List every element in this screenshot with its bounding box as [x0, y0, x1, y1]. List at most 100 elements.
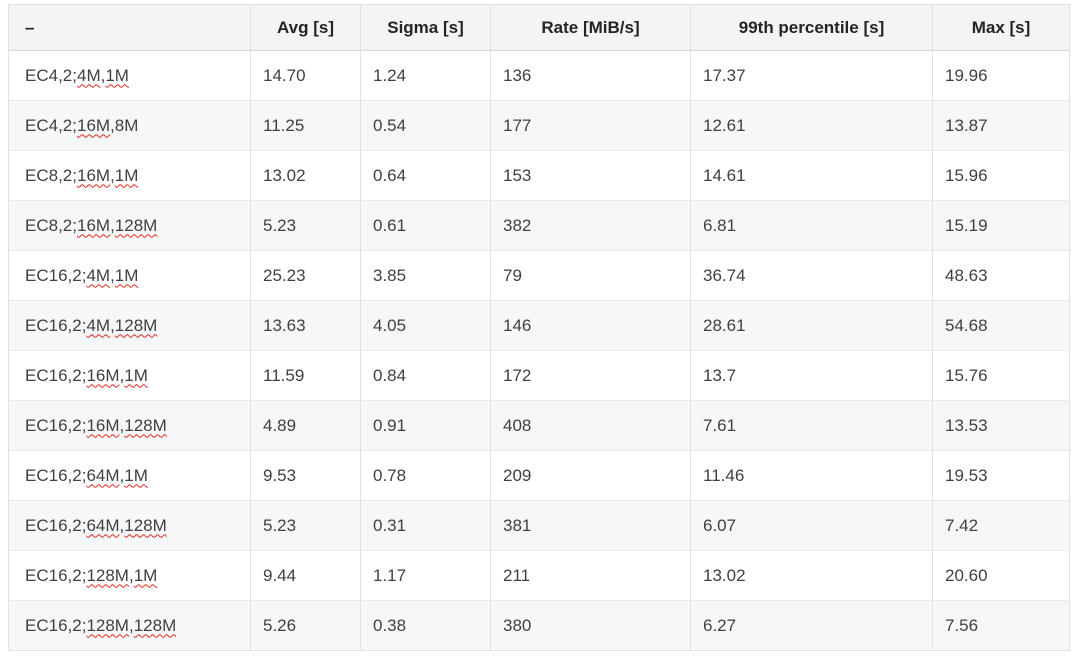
row-label-token: , [128, 615, 134, 635]
value-cell: 7.61 [690, 400, 933, 451]
table-body: EC4,2;4M,1M 14.70 1.24 136 17.37 19.96 EC4,2;1… [8, 50, 1070, 651]
value-cell: 136 [490, 50, 691, 101]
row-label-cell: EC16,2;4M,1M [8, 250, 251, 301]
row-label-cell: EC16,2;4M,128M [8, 300, 251, 351]
row-label-cell: EC4,2;4M,1M [8, 50, 251, 101]
value-cell: 13.53 [932, 400, 1070, 451]
value-cell: 4.89 [250, 400, 361, 451]
table-header-row: – Avg [s] Sigma [s] Rate [MiB/s] 99th pe… [8, 4, 1070, 51]
value-cell: 17.37 [690, 50, 933, 101]
row-label-token-misspelled: 128M [114, 215, 158, 235]
row-label-token-misspelled: 16M [86, 365, 120, 385]
column-header-config: – [8, 4, 251, 51]
value-cell: 0.91 [360, 400, 491, 451]
value-cell: 1.24 [360, 50, 491, 101]
row-label-token-misspelled: 1M [114, 265, 139, 285]
value-cell: 20.60 [932, 550, 1070, 601]
value-cell: 12.61 [690, 100, 933, 151]
value-cell: 25.23 [250, 250, 361, 301]
value-cell: 153 [490, 150, 691, 201]
row-label-token-misspelled: 128M [114, 315, 158, 335]
value-cell: 1.17 [360, 550, 491, 601]
value-cell: 381 [490, 500, 691, 551]
row-label-token-misspelled: 4M [76, 65, 101, 85]
value-cell: 6.81 [690, 200, 933, 251]
row-label-token: EC16,2; [25, 315, 87, 335]
value-cell: 15.76 [932, 350, 1070, 401]
value-cell: 15.19 [932, 200, 1070, 251]
value-cell: 13.63 [250, 300, 361, 351]
row-label-token: EC16,2; [25, 415, 87, 435]
value-cell: 14.61 [690, 150, 933, 201]
row-label-token-misspelled: 128M [133, 615, 177, 635]
row-label-token-misspelled: 1M [124, 465, 148, 485]
value-cell: 14.70 [250, 50, 361, 101]
row-label-token-misspelled: 16M [76, 165, 111, 185]
row-label-token: EC4,2; [25, 115, 77, 135]
value-cell: 13.02 [690, 550, 933, 601]
row-label-token: , [100, 65, 106, 85]
value-cell: 382 [490, 200, 691, 251]
column-header-99th-percentile: 99th percentile [s] [690, 4, 933, 51]
row-label-cell: EC16,2;128M,1M [8, 550, 251, 601]
value-cell: 36.74 [690, 250, 933, 301]
row-label-cell: EC16,2;64M,128M [8, 500, 251, 551]
value-cell: 0.64 [360, 150, 491, 201]
row-label-token-misspelled: 4M [86, 265, 111, 285]
value-cell: 15.96 [932, 150, 1070, 201]
value-cell: 79 [490, 250, 691, 301]
value-cell: 177 [490, 100, 691, 151]
row-label-cell: EC16,2;128M,128M [8, 600, 251, 651]
row-label-token: , [119, 415, 125, 435]
row-label-token: ,8M [110, 115, 139, 135]
column-header-rate: Rate [MiB/s] [490, 4, 691, 51]
table-row: EC16,2;16M,1M 11.59 0.84 172 13.7 15.76 [8, 350, 1070, 401]
value-cell: 4.05 [360, 300, 491, 351]
row-label-cell: EC16,2;16M,1M [8, 350, 251, 401]
row-label-token: , [110, 315, 115, 335]
value-cell: 0.78 [360, 450, 491, 501]
row-label-cell: EC4,2;16M,8M [8, 100, 251, 151]
table-row: EC8,2;16M,128M 5.23 0.61 382 6.81 15.19 [8, 200, 1070, 251]
table-row: EC8,2;16M,1M 13.02 0.64 153 14.61 15.96 [8, 150, 1070, 201]
value-cell: 211 [490, 550, 691, 601]
row-label-token-misspelled: 128M [124, 415, 167, 435]
row-label-token-misspelled: 1M [114, 165, 139, 185]
value-cell: 5.23 [250, 500, 361, 551]
value-cell: 209 [490, 450, 691, 501]
value-cell: 9.44 [250, 550, 361, 601]
row-label-token: , [110, 165, 115, 185]
value-cell: 172 [490, 350, 691, 401]
value-cell: 7.42 [932, 500, 1070, 551]
value-cell: 6.07 [690, 500, 933, 551]
value-cell: 408 [490, 400, 691, 451]
value-cell: 13.87 [932, 100, 1070, 151]
table-row: EC16,2;64M,1M 9.53 0.78 209 11.46 19.53 [8, 450, 1070, 501]
row-label-token-misspelled: 16M [76, 215, 111, 235]
value-cell: 19.53 [932, 450, 1070, 501]
table-row: EC16,2;16M,128M 4.89 0.91 408 7.61 13.53 [8, 400, 1070, 451]
value-cell: 0.54 [360, 100, 491, 151]
row-label-token: EC8,2; [25, 165, 77, 185]
row-label-token: EC8,2; [25, 215, 77, 235]
value-cell: 13.7 [690, 350, 933, 401]
row-label-token: , [119, 465, 125, 485]
row-label-cell: EC16,2;16M,128M [8, 400, 251, 451]
row-label-token-misspelled: 128M [86, 565, 129, 585]
row-label-cell: EC16,2;64M,1M [8, 450, 251, 501]
row-label-token: EC16,2; [25, 615, 87, 635]
row-label-token: , [110, 265, 115, 285]
row-label-token-misspelled: 1M [124, 365, 148, 385]
value-cell: 0.61 [360, 200, 491, 251]
row-label-cell: EC8,2;16M,1M [8, 150, 251, 201]
value-cell: 9.53 [250, 450, 361, 501]
table-row: EC4,2;4M,1M 14.70 1.24 136 17.37 19.96 [8, 50, 1070, 101]
value-cell: 13.02 [250, 150, 361, 201]
value-cell: 28.61 [690, 300, 933, 351]
row-label-token: EC16,2; [25, 565, 87, 585]
table-row: EC16,2;4M,128M 13.63 4.05 146 28.61 54.68 [8, 300, 1070, 351]
table-row: EC4,2;16M,8M 11.25 0.54 177 12.61 13.87 [8, 100, 1070, 151]
value-cell: 380 [490, 600, 691, 651]
value-cell: 5.26 [250, 600, 361, 651]
